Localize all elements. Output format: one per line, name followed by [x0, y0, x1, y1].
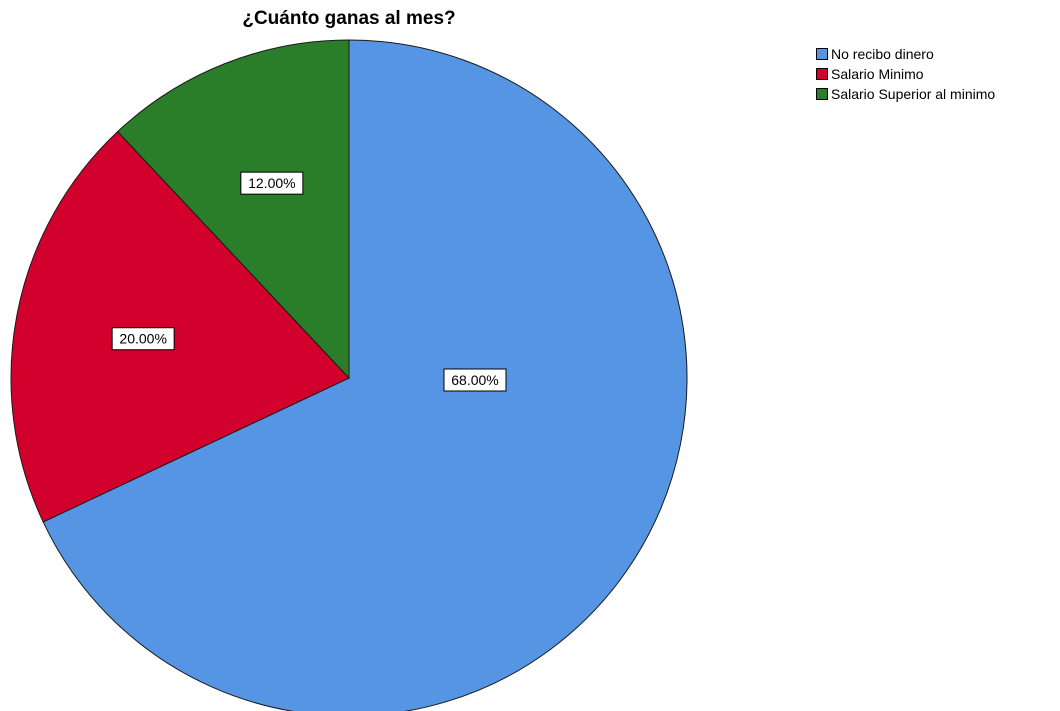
legend-swatch [816, 88, 828, 100]
slice-label-2: 20.00% [111, 327, 175, 351]
pie-chart: 68.00% 20.00% 12.00% [10, 39, 688, 711]
slice-label-text: 20.00% [119, 331, 166, 347]
legend-item: Salario Superior al minimo [816, 84, 995, 104]
slice-label-3: 12.00% [240, 171, 304, 195]
legend-swatch [816, 68, 828, 80]
legend-swatch [816, 48, 828, 60]
chart-title: ¿Cuánto ganas al mes? [242, 8, 456, 29]
legend-item: No recibo dinero [816, 44, 995, 64]
legend-label: Salario Superior al minimo [831, 86, 996, 102]
legend-label: Salario Minimo [831, 66, 924, 82]
pie-slice-2 [10, 130, 350, 523]
pie-slice-3 [116, 39, 350, 380]
legend-label: No recibo dinero [831, 46, 934, 62]
slice-label-text: 12.00% [248, 175, 295, 191]
slice-label-1: 68.00% [443, 368, 507, 392]
legend-item: Salario Minimo [816, 64, 995, 84]
legend: No recibo dinero Salario Minimo Salario Su… [816, 44, 995, 104]
pie-slice-1 [42, 39, 688, 711]
slice-label-text: 68.00% [451, 372, 498, 388]
